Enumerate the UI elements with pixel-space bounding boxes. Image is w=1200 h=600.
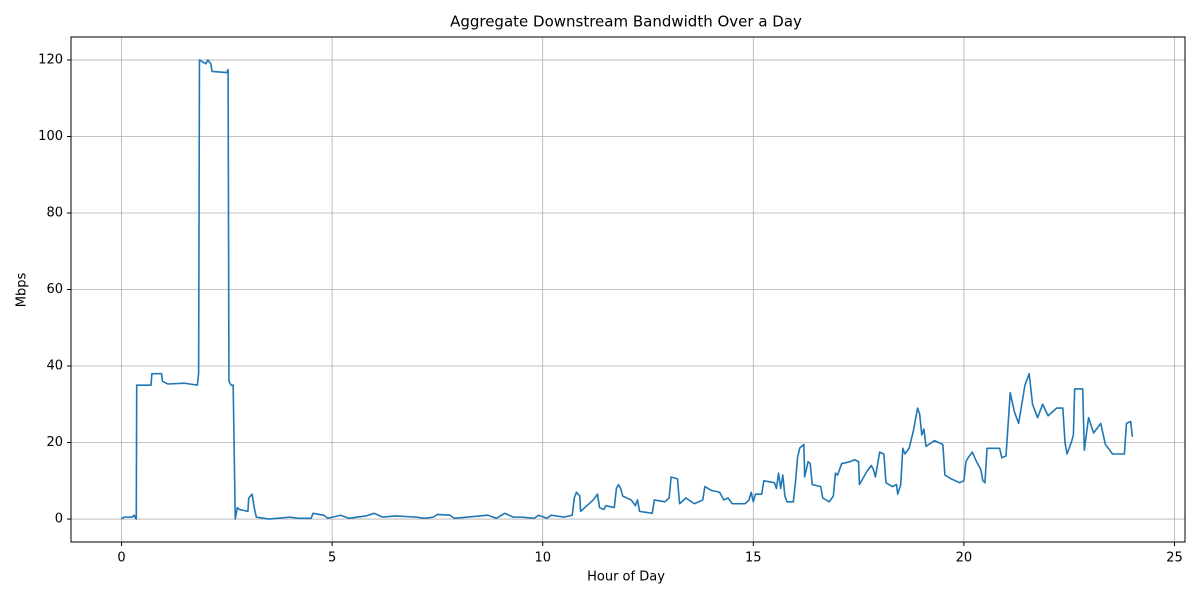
chart-title: Aggregate Downstream Bandwidth Over a Da…	[450, 13, 802, 31]
plot	[121, 59, 1134, 520]
y-tick-label: 40	[46, 359, 63, 374]
y-tick-label: 120	[38, 52, 63, 67]
y-tick-label: 60	[46, 282, 63, 297]
y-tick-label: 80	[46, 205, 63, 220]
x-tick-label: 5	[328, 551, 336, 566]
x-axis-label: Hour of Day	[587, 570, 665, 585]
y-tick-label: 20	[46, 435, 63, 450]
data-line	[121, 59, 1134, 520]
y-tick-label: 0	[55, 512, 63, 527]
grid	[71, 37, 1185, 542]
y-axis-label: Mbps	[15, 273, 30, 308]
x-tick-label: 20	[956, 551, 973, 566]
x-tick-label: 10	[534, 551, 551, 566]
x-tick-label: 25	[1166, 551, 1183, 566]
x-tick-label: 0	[117, 551, 125, 566]
x-tick-label: 15	[745, 551, 762, 566]
y-tick-label: 100	[38, 129, 63, 144]
